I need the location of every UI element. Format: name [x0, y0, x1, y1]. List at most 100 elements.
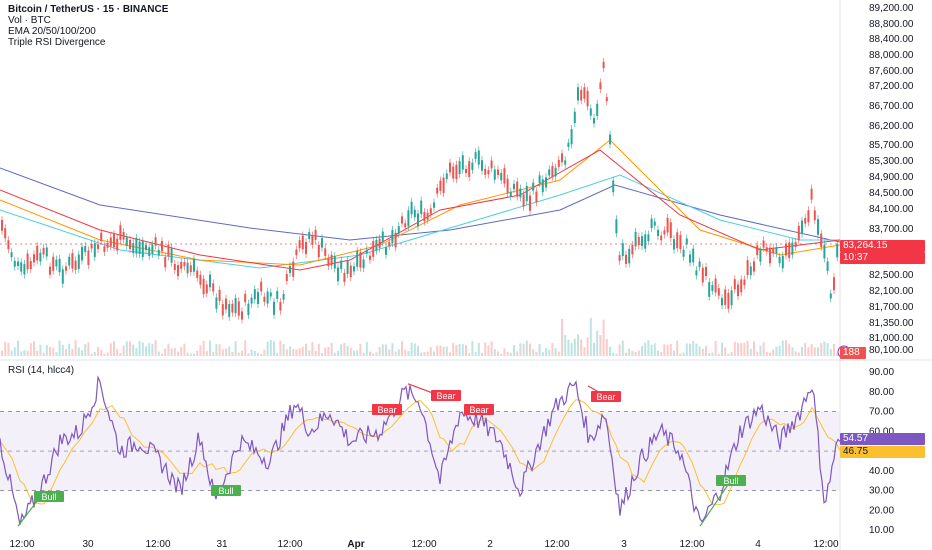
- volume-bar: [532, 349, 535, 356]
- candle: [724, 289, 727, 305]
- candle: [669, 222, 672, 239]
- indicator-volume[interactable]: Vol · BTC: [8, 15, 51, 26]
- volume-bar: [807, 347, 810, 356]
- candle: [781, 255, 784, 269]
- volume-bar: [794, 351, 797, 356]
- volume-bar: [778, 345, 781, 356]
- volume-bar: [10, 350, 13, 356]
- candle: [647, 234, 650, 242]
- volume-bar: [209, 340, 211, 356]
- candle: [26, 253, 29, 270]
- candle: [484, 168, 487, 175]
- volume-bar: [125, 341, 128, 356]
- indicator-ema[interactable]: EMA 20/50/100/200: [8, 26, 96, 37]
- rsi-line: [0, 375, 841, 525]
- candle: [209, 274, 211, 288]
- volume-bar: [673, 350, 675, 356]
- volume-bar: [321, 353, 323, 356]
- candle: [471, 162, 474, 171]
- candle: [429, 208, 432, 215]
- candle: [685, 238, 688, 245]
- volume-bar: [756, 351, 759, 356]
- candle: [602, 61, 605, 69]
- volume-bar: [394, 351, 397, 356]
- volume-bar: [269, 340, 272, 356]
- time-label: 12:00: [277, 539, 302, 550]
- candle: [157, 249, 160, 256]
- candle: [218, 289, 221, 301]
- candle: [410, 201, 413, 215]
- candle: [148, 247, 151, 257]
- volume-bar: [785, 340, 787, 356]
- volume-bar: [404, 349, 407, 356]
- volume-bar: [458, 343, 461, 356]
- volume-bar: [327, 347, 330, 356]
- volume-bar: [417, 345, 419, 356]
- volume-bar: [141, 342, 144, 356]
- rsi-tick-label: 80.00: [869, 387, 894, 398]
- candle: [337, 267, 339, 282]
- time-label: 12:00: [411, 539, 436, 550]
- volume-bar: [439, 345, 442, 356]
- candle: [628, 248, 631, 264]
- candle: [404, 223, 407, 228]
- volume-bar: [775, 346, 778, 356]
- candle: [820, 233, 823, 248]
- signal-tag-bg: [716, 475, 746, 486]
- volume-bar: [276, 353, 279, 356]
- price-tick-label: 89,200.00: [869, 3, 914, 14]
- volume-bar: [554, 348, 557, 356]
- candle: [621, 243, 624, 257]
- volume-bar: [257, 352, 259, 356]
- current-price-tag: 83,264.15: [840, 240, 925, 252]
- candle: [247, 303, 250, 316]
- candle: [791, 242, 794, 255]
- volume-bar: [497, 351, 499, 356]
- volume-bar: [375, 352, 378, 356]
- candle: [727, 292, 730, 309]
- symbol-title[interactable]: Bitcoin / TetherUS · 15 · BINANCE: [8, 4, 169, 15]
- candle: [618, 255, 621, 261]
- volume-bar: [157, 351, 160, 356]
- rsi-legend[interactable]: RSI (14, hlcc4): [8, 365, 75, 376]
- volume-bar: [781, 340, 784, 356]
- candle: [583, 87, 586, 99]
- volume-bar: [557, 351, 560, 356]
- volume-bar: [84, 344, 87, 356]
- candle: [756, 245, 759, 256]
- candle: [829, 293, 832, 299]
- price-tick-label: 81,700.00: [869, 302, 914, 313]
- candle: [93, 243, 96, 258]
- volume-bar: [7, 343, 10, 356]
- candle: [740, 279, 743, 293]
- indicator-rsi-divergence[interactable]: Triple RSI Divergence: [8, 37, 106, 48]
- volume-bar: [689, 343, 691, 356]
- volume-bar: [657, 350, 659, 356]
- volume-bar: [289, 346, 291, 356]
- candle: [10, 252, 13, 258]
- candle: [541, 179, 544, 193]
- candle: [365, 249, 368, 254]
- volume-bar: [788, 344, 791, 356]
- volume-bar: [679, 353, 682, 356]
- volume-bar: [701, 348, 704, 356]
- volume-bar: [545, 348, 547, 356]
- volume-bar: [378, 347, 381, 356]
- candle: [103, 246, 106, 252]
- candle: [141, 241, 144, 258]
- candle: [362, 259, 365, 269]
- volume-bar: [468, 353, 471, 356]
- volume-bar: [429, 347, 432, 356]
- candle: [388, 242, 391, 247]
- volume-bar: [721, 342, 723, 356]
- volume-bar: [42, 352, 45, 356]
- signal-tag-bg: [211, 485, 241, 496]
- volume-bar: [621, 340, 624, 356]
- candle: [407, 210, 410, 227]
- rsi-tick-label: 20.00: [869, 505, 894, 516]
- volume-bar: [436, 345, 439, 356]
- rsi-tick-label: 30.00: [869, 486, 894, 497]
- volume-bar: [685, 343, 688, 356]
- candle: [506, 178, 509, 194]
